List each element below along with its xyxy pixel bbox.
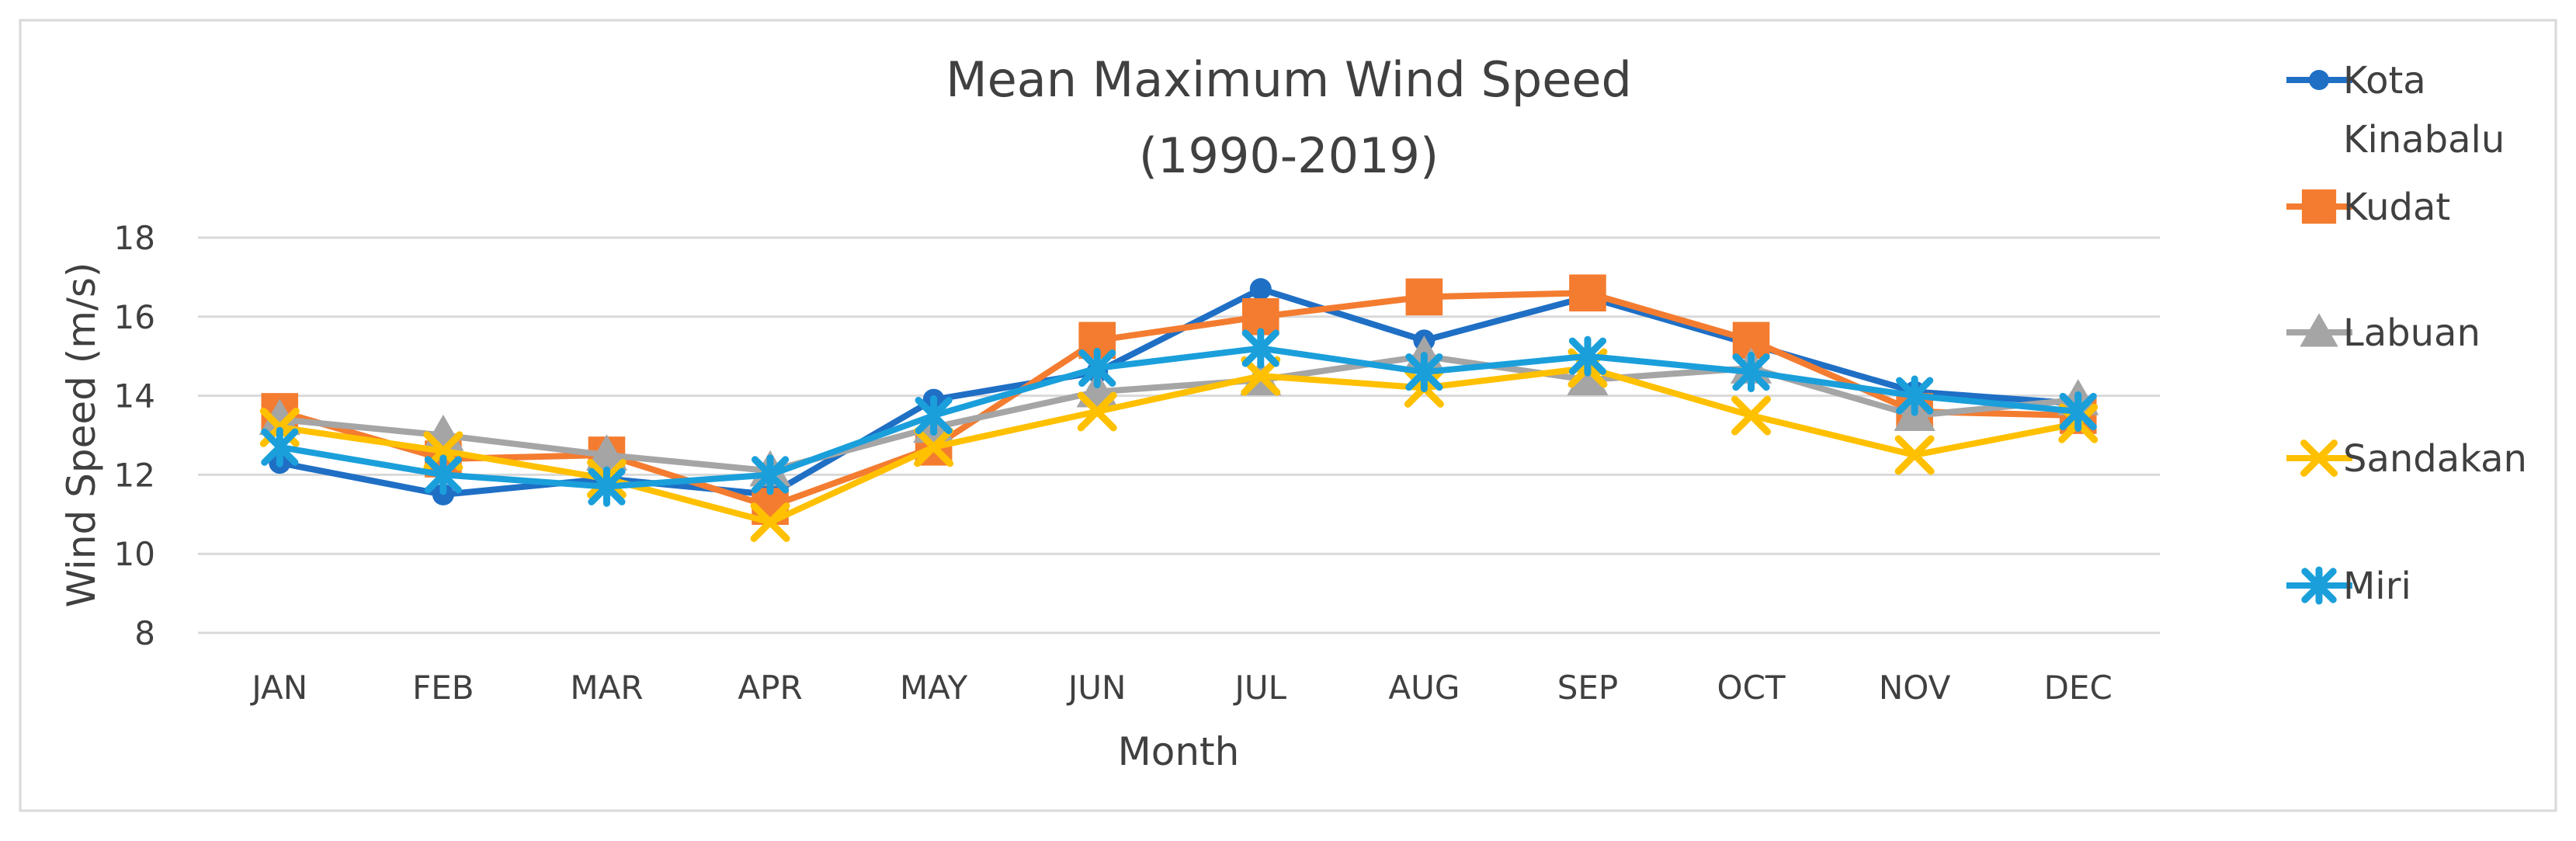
data-point (751, 454, 790, 495)
x-axis-title: Month (1118, 729, 1240, 774)
x-tick-label: DEC (2044, 669, 2113, 707)
y-axis-ticks: 8 10 12 14 16 18 (114, 219, 155, 652)
y-tick-label: 16 (114, 298, 155, 336)
legend-label: Kinabalu (2343, 118, 2505, 162)
x-tick-label: MAY (900, 669, 968, 707)
legend-label: Kudat (2343, 186, 2450, 229)
legend-item: Sandakan (2286, 437, 2527, 481)
y-axis-title: Wind Speed (m/s) (59, 262, 104, 608)
data-point (424, 454, 462, 495)
x-tick-label: APR (738, 669, 802, 707)
x-tick-label: FEB (412, 669, 474, 707)
x-tick-label: MAR (570, 669, 643, 707)
legend-item: Miri (2286, 565, 2411, 608)
legend: Kota Kinabalu Kudat Labuan Sandakan Miri (2286, 59, 2527, 608)
x-tick-label: JAN (249, 669, 307, 707)
y-tick-label: 18 (114, 219, 155, 257)
data-point (261, 426, 299, 467)
y-tick-label: 12 (114, 456, 155, 494)
data-point (1731, 395, 1772, 436)
y-tick-label: 10 (114, 535, 155, 573)
data-point (588, 466, 626, 507)
data-point (2301, 566, 2337, 605)
y-tick-label: 8 (134, 614, 155, 652)
series-line (279, 345, 2079, 490)
x-tick-label: SEP (1557, 669, 1619, 707)
data-point (750, 502, 790, 542)
data-point (1569, 274, 1606, 312)
data-point (1249, 278, 1272, 301)
data-point (2300, 313, 2338, 347)
data-point (1568, 335, 1607, 377)
data-point (1405, 352, 1443, 393)
data-point (1241, 328, 1279, 369)
chart-title-line-1: Mean Maximum Wind Speed (946, 51, 1632, 108)
data-point (914, 427, 954, 467)
data-point (1896, 375, 1934, 416)
legend-label: Sandakan (2343, 437, 2527, 481)
series-line (279, 364, 2079, 526)
data-point (915, 394, 953, 436)
data-point (2059, 391, 2097, 433)
y-tick-label: 14 (114, 377, 155, 415)
x-tick-label: OCT (1717, 669, 1786, 707)
x-tick-label: NOV (1879, 669, 1951, 707)
legend-label: Kota (2343, 59, 2426, 103)
data-point (1732, 352, 1770, 393)
x-tick-label: JUL (1233, 669, 1287, 707)
data-point (1567, 359, 1609, 396)
series-lines (259, 274, 2099, 542)
data-point (1405, 278, 1443, 316)
x-tick-label: JUN (1066, 669, 1127, 707)
series-line (279, 290, 2078, 510)
x-tick-label: AUG (1388, 669, 1460, 707)
legend-label: Labuan (2343, 311, 2481, 355)
legend-label: Miri (2343, 565, 2411, 608)
gridlines (198, 236, 2160, 634)
series-miri (261, 328, 2097, 507)
data-point (2300, 440, 2338, 477)
x-axis-ticks: JAN FEB MAR APR MAY JUN JUL AUG SEP OCT NOV DEC (249, 669, 2112, 707)
data-point (585, 434, 628, 471)
data-point (1077, 391, 1117, 432)
legend-item: Kota Kinabalu (2286, 59, 2505, 162)
data-point (1894, 435, 1935, 475)
data-point (2301, 189, 2337, 224)
legend-item: Labuan (2286, 311, 2481, 355)
data-point (2309, 70, 2329, 90)
data-point (1241, 356, 1281, 396)
legend-item: Kudat (2286, 186, 2450, 229)
data-point (1078, 347, 1116, 389)
chart-title-line-2: (1990-2019) (1139, 127, 1439, 184)
